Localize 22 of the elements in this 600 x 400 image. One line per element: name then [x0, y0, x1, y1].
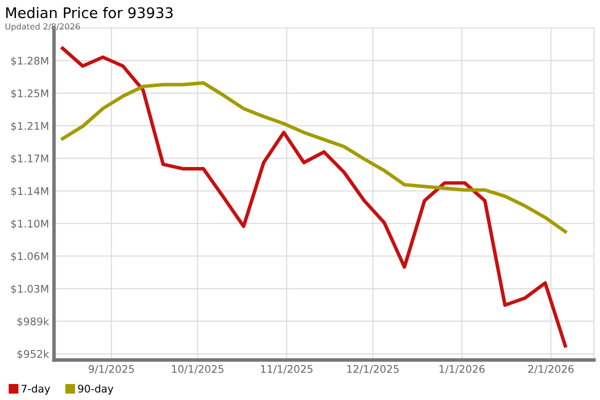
chart-subtitle: Updated 2/8/2026	[6, 23, 80, 32]
y-tick-label: $989k	[17, 317, 50, 327]
y-tick-label: $1.17M	[11, 154, 48, 164]
line-series	[60, 46, 568, 348]
y-tick-label: $1.10M	[11, 220, 48, 229]
legend-label: 90-day	[78, 384, 114, 395]
x-tick-label: 9/1/2025	[88, 365, 134, 374]
y-tick-label: $1.14M	[11, 186, 48, 196]
y-tick-label: $1.03M	[11, 284, 48, 294]
y-tick-label: $1.25M	[11, 89, 48, 99]
legend-label: 7-day	[22, 384, 50, 395]
x-tick-label: 12/1/2025	[347, 365, 399, 374]
x-tick-label: 10/1/2025	[172, 365, 224, 374]
y-tick-label: $1.28M	[11, 56, 48, 66]
y-tick-label: $1.21M	[11, 122, 48, 132]
line-series	[60, 81, 568, 234]
x-tick-label: 11/1/2025	[261, 365, 312, 374]
chart-title: Median Price for 93933	[6, 6, 173, 18]
y-tick-label: $952k	[17, 350, 50, 360]
x-tick-label: 2/1/2026	[528, 365, 574, 374]
x-tick-label: 1/1/2026	[440, 365, 485, 374]
y-tick-label: $1.06M	[11, 252, 48, 262]
